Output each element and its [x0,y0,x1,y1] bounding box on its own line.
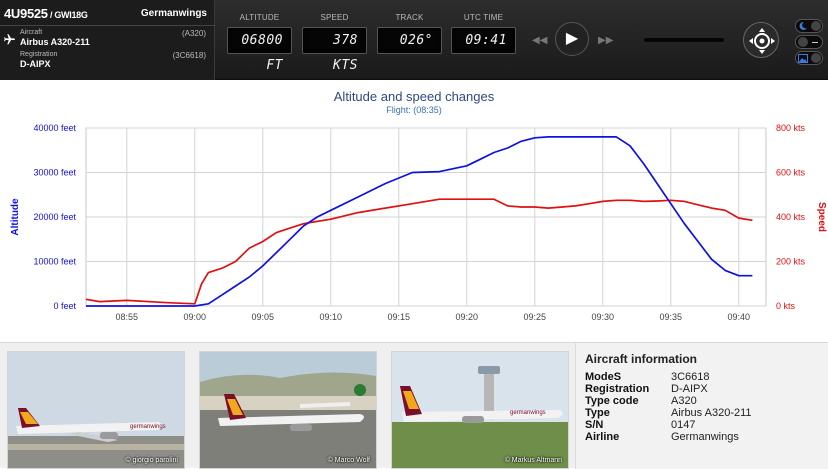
speed-readout: 378 KTS [302,27,367,73]
y-right-axis-title: Speed [816,202,827,232]
flight-header: 4U9525 / GWI18G Germanwings [0,0,215,26]
aircraft-photo-2[interactable]: © Marco Wolf [199,351,377,469]
x-tick-label: 09:15 [388,312,411,322]
chart-subtitle: Flight: (08:35) [386,105,442,115]
svg-text:germanwings: germanwings [510,410,546,416]
flight-callsign: 4U9525 / GWI18G [4,6,88,21]
crosshair-icon [749,28,775,54]
night-mode-toggle[interactable] [795,19,823,33]
altitude-series-line [86,136,753,307]
y-right-tick-label: 400 kts [776,212,806,222]
altitude-readout: 06800 FT [227,27,292,73]
speed-series-line [85,198,753,305]
info-value: Airbus A320-211 [671,407,752,419]
toggle-knob [811,21,821,31]
flight-info-panel: 4U9525 / GWI18G Germanwings Aircraft (A3… [0,0,215,80]
photo-strip: germanwings © giorgio parolini © Marco W… [0,342,828,469]
y-right-tick-label: 600 kts [776,168,806,178]
chart-canvas: 0 feet 0 kts 10000 feet 200 kts 20000 feet 40… [10,123,827,322]
y-left-tick-label: 40000 feet [33,123,76,133]
altitude-gauge: ALTITUDE 06800 FT [227,0,292,80]
labels-toggle[interactable] [795,35,823,49]
fast-forward-icon[interactable]: ▶▶ [598,35,614,46]
utc-time-label: UTC TIME [463,13,504,22]
toggle-icon [812,42,818,43]
info-value: D-AIPX [671,383,708,395]
speed-label: SPEED [320,13,349,22]
info-value: Germanwings [671,431,739,443]
image-icon [798,54,808,63]
info-value: A320 [671,395,697,407]
altitude-label: ALTITUDE [239,13,280,22]
y-right-tick-label: 800 kts [776,123,806,133]
track-label: TRACK [395,13,424,22]
airline-name: Germanwings [140,8,207,19]
photo-credit: © giorgio parolini [125,457,178,464]
aircraft-photo-3[interactable]: germanwings © Markus Altmann [391,351,569,469]
playback-slider[interactable] [644,38,724,42]
info-key: Registration [585,383,650,395]
info-value: 3C6618 [671,371,710,383]
altitude-speed-chart: Altitude and speed changes Flight: (08:3… [0,80,828,342]
y-right-tick-label: 200 kts [776,257,806,267]
track-readout: 026° [377,27,442,54]
info-key: Type [585,407,610,419]
registration-label: Registration [20,51,58,58]
chart-title: Altitude and speed changes [333,89,495,104]
airplane-icon [4,34,15,45]
rewind-icon[interactable]: ◀◀ [532,35,548,46]
utc-time-readout: 09:41 [451,27,516,54]
x-tick-label: 09:05 [252,312,275,322]
x-tick-label: 09:10 [320,312,343,322]
x-tick-label: 09:25 [524,312,547,322]
x-tick-label: 09:30 [592,312,615,322]
x-tick-label: 08:55 [116,312,139,322]
x-tick-label: 09:00 [184,312,207,322]
x-tick-label: 09:40 [728,312,751,322]
play-icon[interactable]: ▶ [555,22,589,56]
aircraft-info-panel: Aircraft information ModeS 3C6618 Regist… [575,343,828,469]
photo-credit: © Marco Wolf [327,457,370,464]
aircraft-model: Airbus A320-211 [20,37,90,47]
x-tick-label: 09:35 [660,312,683,322]
x-tick-label: 09:20 [456,312,479,322]
utc-time-gauge: UTC TIME 09:41 [451,0,516,80]
aircraft-label: Aircraft [20,29,43,36]
toggle-knob [811,53,821,63]
aircraft-photo-image: germanwings [8,352,184,468]
info-value: 0147 [671,419,696,431]
aircraft-photo-image [200,352,376,468]
photos-toggle[interactable] [795,51,823,65]
photo-credit: © Markus Altmann [504,457,562,464]
aircraft-info-title: Aircraft information [585,352,698,366]
center-map-button[interactable] [743,22,779,58]
toggle-knob [798,37,808,47]
info-key: Type code [585,395,639,407]
mode-s-code: (3C6618) [172,51,206,60]
y-left-tick-label: 30000 feet [33,168,76,178]
aircraft-photo-image: germanwings [392,352,568,468]
moon-icon [799,21,807,30]
info-key: Airline [585,431,620,443]
svg-text:germanwings: germanwings [130,424,166,430]
info-key: ModeS [585,371,622,383]
flight-toolbar: 4U9525 / GWI18G Germanwings Aircraft (A3… [0,0,828,80]
speed-gauge: SPEED 378 KTS [302,0,367,80]
y-left-tick-label: 0 feet [53,301,76,311]
aircraft-type-code: (A320) [181,29,206,38]
flight-callsign-suffix: / GWI18G [47,10,88,20]
y-right-tick-label: 0 kts [776,301,796,311]
y-left-tick-label: 20000 feet [33,212,76,222]
y-left-axis-title: Altitude [10,198,21,236]
y-left-tick-label: 10000 feet [33,257,76,267]
aircraft-photo-1[interactable]: germanwings © giorgio parolini [7,351,185,469]
registration-value: D-AIPX [20,59,51,69]
info-key: S/N [585,419,604,431]
track-gauge: TRACK 026° [377,0,442,80]
